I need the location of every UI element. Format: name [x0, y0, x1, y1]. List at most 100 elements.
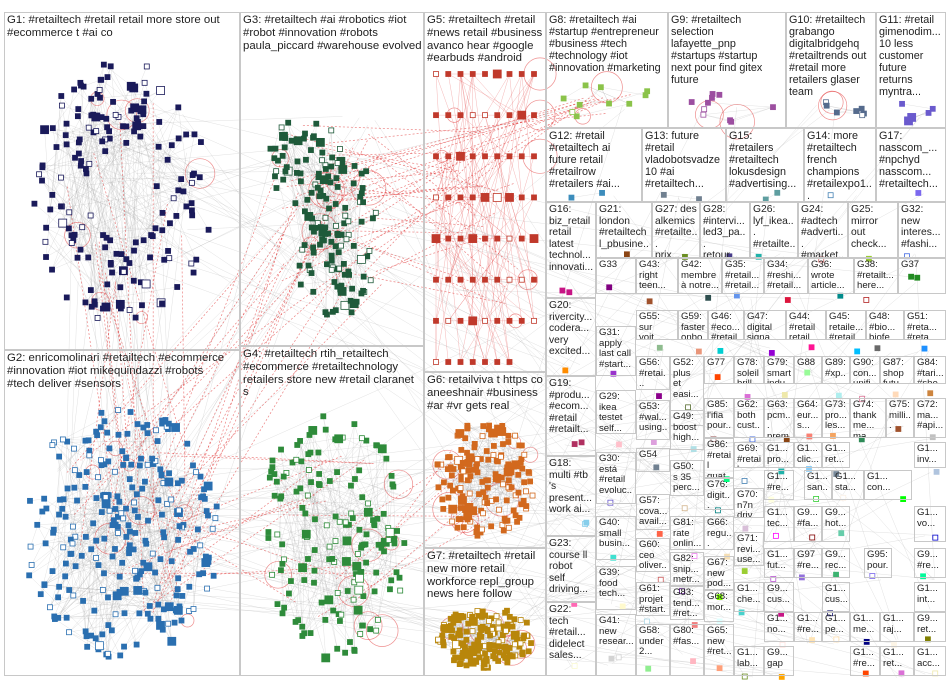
edge [435, 238, 522, 322]
group-label: G88 [797, 357, 816, 368]
edge [331, 183, 354, 270]
edge [80, 139, 106, 250]
group-label: G78: soleil brill... [737, 357, 760, 384]
edge [325, 130, 332, 166]
edge [51, 145, 172, 270]
group-cell-g8: G8: #retailtech #ai #startup #entreprene… [546, 12, 668, 128]
group-label: G1... int... [917, 583, 938, 605]
edge [348, 524, 355, 650]
edge [309, 434, 352, 486]
edge [45, 127, 108, 258]
group-cell-g82: G82: snip... metr... [670, 552, 704, 586]
group-label: G83: tend... #ret... [673, 587, 700, 620]
group-label: G13: future #retail vladobotsvadze 10 #a… [645, 130, 721, 191]
edge [272, 460, 364, 597]
edge [443, 482, 510, 487]
group-cell-g23: G23: course ll robot self driving... [546, 536, 596, 602]
group-cell-g32: G32: new interes... #fashi... [898, 202, 946, 258]
edge [448, 73, 522, 116]
group-label: G11: #retail gimenodim... 10 less custom… [879, 14, 941, 99]
group-cell-g65: G65: new #ret... [704, 624, 734, 676]
edge [484, 279, 522, 322]
edge [106, 107, 179, 238]
edge [68, 543, 147, 633]
graph-node [656, 393, 662, 399]
edge [86, 110, 132, 174]
edge [86, 173, 91, 216]
edge [130, 411, 165, 610]
edge [80, 249, 130, 264]
edge [67, 488, 86, 632]
group-cell-g44: G44: #retail retail... [786, 310, 826, 340]
edge [302, 544, 366, 637]
edge [435, 238, 449, 363]
edge [277, 160, 362, 260]
edge [59, 499, 190, 588]
edge [460, 73, 473, 280]
group-cell-g9b: G9... hot... [822, 506, 850, 542]
edge [189, 545, 201, 587]
edge [34, 203, 72, 236]
group-label: G72: ma... #api... [917, 399, 944, 432]
edge [41, 180, 111, 241]
group-cell-g43: G43: right teen... [636, 258, 678, 294]
edge [585, 85, 630, 104]
group-cell-g67: G67: new pod... [704, 556, 734, 590]
group-cell-g5: G5: #retailtech #retail #news retail #bu… [424, 12, 546, 372]
edge [75, 516, 139, 537]
edge [301, 461, 330, 560]
edge [296, 491, 303, 627]
group-label: G21: london #retailtech l_pbusine... [599, 204, 649, 258]
edge [108, 496, 204, 657]
group-label: G76: digit... [707, 479, 730, 510]
group-label: G48: #bio... biofe... [869, 311, 898, 340]
edge [382, 448, 389, 541]
edge [435, 73, 510, 198]
edge [120, 606, 170, 656]
edge [296, 491, 336, 517]
group-label: G9... #fa... [797, 507, 819, 529]
group-cell-g1i: G1... tec... [764, 506, 794, 542]
edge [448, 156, 498, 280]
group-label: G85: l'ifia pour... [707, 399, 732, 438]
edge [88, 142, 127, 258]
group-label: G9... #re... [917, 549, 939, 571]
edge [497, 156, 535, 280]
edge [98, 556, 207, 650]
group-cell-g1p: G1... #re... [794, 612, 822, 642]
graph-node [646, 298, 653, 305]
edge [111, 578, 179, 631]
edge [435, 73, 510, 280]
edge [435, 156, 473, 198]
edge [108, 131, 127, 260]
edge [270, 471, 379, 620]
edge [312, 430, 326, 620]
edge [110, 234, 152, 241]
group-cell-g1t: G1... lab... [734, 646, 764, 676]
edge [30, 511, 43, 547]
edge [435, 73, 473, 239]
group-label: G25: mirror out check... [851, 204, 887, 250]
edge [302, 473, 320, 568]
edge [98, 517, 216, 566]
edge [513, 481, 531, 511]
group-cell-g1h: G1... sta... [832, 470, 864, 500]
self-loop [517, 269, 538, 290]
self-loop [365, 614, 399, 647]
edge [160, 499, 172, 626]
graph-node [616, 441, 622, 448]
group-cell-g66: G66: regu... retai... [704, 516, 734, 550]
group-cell-g26: G26: lyf_ikea... #retailte... bigthinx..… [750, 202, 798, 258]
edge [318, 483, 398, 532]
group-cell-g42: G42: membre à notre... [678, 258, 722, 294]
edge [509, 238, 522, 321]
edge [54, 525, 129, 620]
edge [58, 545, 131, 619]
edge [363, 544, 397, 573]
group-label: G9... hot... [825, 507, 847, 529]
edge [467, 427, 496, 475]
edge [193, 489, 205, 610]
edge [302, 507, 352, 514]
group-label: G89: #xp... nas... [825, 357, 846, 384]
edge [472, 73, 535, 239]
